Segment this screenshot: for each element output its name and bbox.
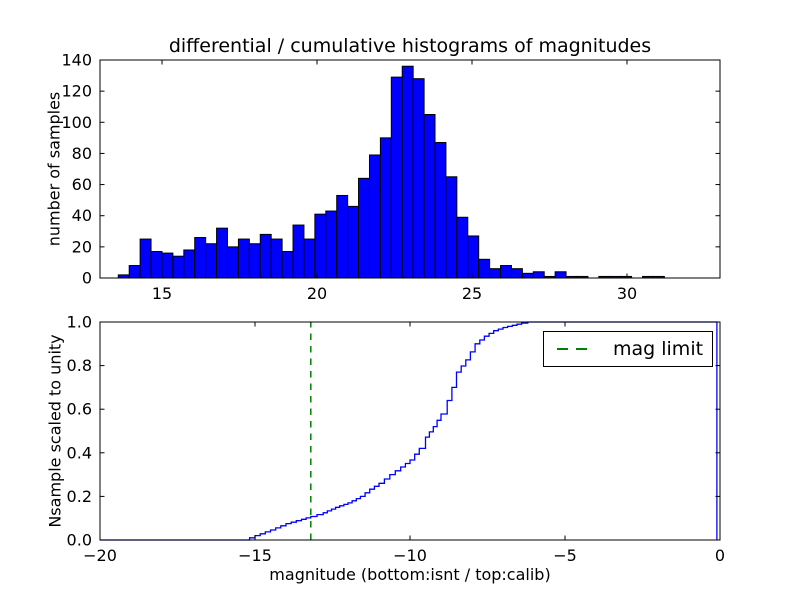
histogram-bar (216, 227, 229, 279)
histogram-bar (347, 205, 360, 279)
histogram-bar (554, 271, 567, 279)
histogram-bar (139, 238, 152, 279)
legend-label: mag limit (613, 338, 704, 360)
y-tick-label: 140 (61, 51, 92, 70)
histogram-bar (401, 65, 414, 279)
chart-title: differential / cumulative histograms of … (168, 35, 652, 57)
x-tick-label: 15 (152, 284, 172, 303)
histogram-bar (390, 76, 403, 279)
y-tick-label: 20 (72, 237, 92, 256)
histogram-bar (336, 194, 349, 279)
histogram-bar (270, 238, 283, 279)
histogram-bar (379, 137, 392, 279)
histogram-bar (194, 237, 207, 279)
bottom-xlabel: magnitude (bottom:isnt / top:calib) (269, 565, 551, 584)
legend: mag limit (543, 331, 713, 367)
y-tick-label: 120 (61, 82, 92, 101)
y-tick-label: 0 (82, 269, 92, 288)
histogram-bar (467, 235, 480, 279)
x-tick-label: −10 (393, 546, 427, 565)
histogram-bar (325, 210, 338, 279)
histogram-bar (161, 252, 174, 279)
histogram-bar (423, 114, 436, 279)
x-tick-label: 20 (307, 284, 327, 303)
x-tick-label: 25 (462, 284, 482, 303)
histogram-bar (183, 249, 196, 279)
histogram-bar (510, 268, 523, 279)
histogram-bar (303, 238, 316, 279)
legend-dash-icon (557, 348, 595, 350)
y-tick-label: 1.0 (67, 313, 92, 332)
histogram-bar (248, 243, 261, 279)
y-tick-label: 100 (61, 113, 92, 132)
histogram-bar (237, 238, 250, 279)
y-tick-label: 40 (72, 206, 92, 225)
histogram-bar (445, 176, 458, 279)
histogram-bar (434, 142, 447, 279)
y-tick-label: 0.6 (67, 400, 92, 419)
top-axes-frame (99, 59, 721, 279)
y-tick-label: 60 (72, 175, 92, 194)
histogram-bar (478, 258, 491, 279)
histogram-bar (314, 213, 327, 279)
y-tick-label: 0.2 (67, 487, 92, 506)
histogram-bar (358, 177, 370, 279)
histogram-bar (500, 265, 512, 279)
histogram-bar (128, 265, 141, 279)
x-tick-label: −5 (553, 546, 577, 565)
x-tick-label: −15 (238, 546, 272, 565)
x-tick-label: −20 (83, 546, 117, 565)
x-tick-label: 0 (715, 546, 725, 565)
top-ylabel: number of samples (44, 91, 64, 247)
x-tick-label: 30 (617, 284, 637, 303)
histogram-bar (172, 255, 185, 279)
y-tick-label: 0.8 (67, 356, 92, 375)
histogram-bar (259, 233, 272, 279)
histogram-bar (150, 251, 163, 279)
bottom-ylabel: Nsample scaled to unity (45, 334, 65, 528)
histogram-bar (281, 251, 294, 279)
histogram-bar (292, 224, 305, 279)
y-tick-label: 0.4 (67, 443, 92, 462)
histogram-bar (205, 243, 218, 279)
histogram-bar (368, 154, 381, 279)
histogram-bar (456, 216, 469, 279)
histogram-bar (521, 272, 534, 279)
histogram-bar (227, 246, 239, 279)
histogram-bar (489, 268, 502, 279)
y-tick-label: 0.0 (67, 531, 92, 550)
histogram-bar (412, 78, 425, 279)
y-tick-label: 80 (72, 144, 92, 163)
histogram-bar (532, 271, 545, 279)
